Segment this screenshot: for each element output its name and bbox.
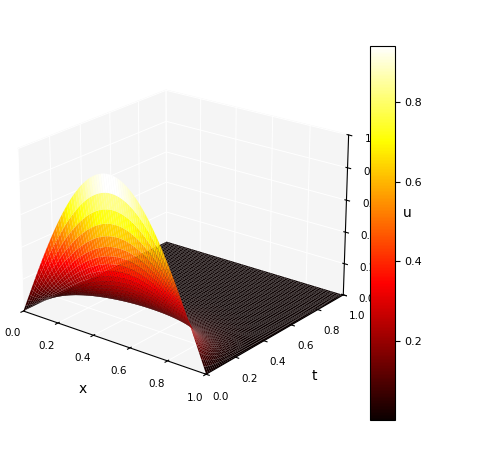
Y-axis label: t: t [312, 369, 317, 383]
X-axis label: x: x [78, 382, 86, 396]
